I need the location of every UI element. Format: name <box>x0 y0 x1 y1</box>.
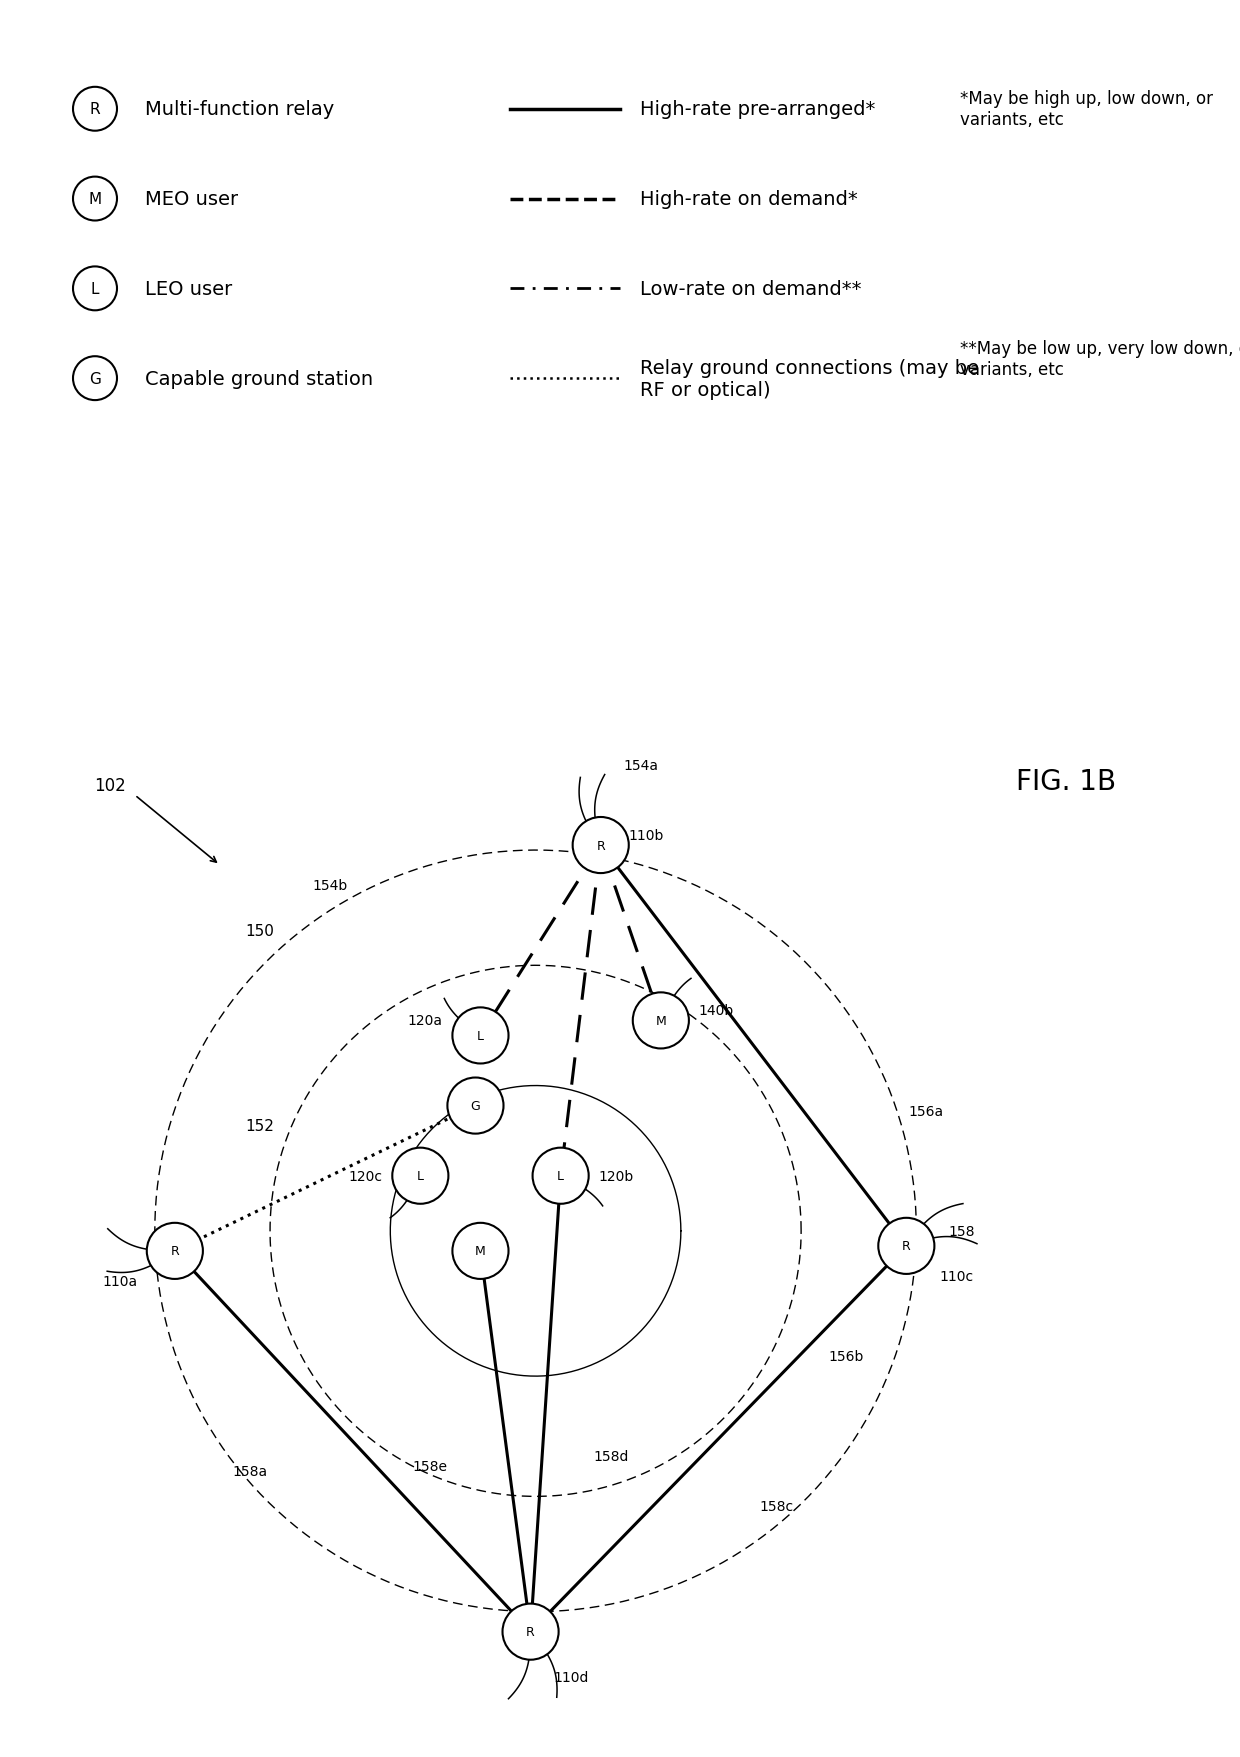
Text: R: R <box>526 1625 534 1638</box>
Circle shape <box>448 1077 503 1133</box>
Text: Capable ground station: Capable ground station <box>145 369 373 388</box>
Text: 110a: 110a <box>102 1274 138 1288</box>
Text: L: L <box>557 1170 564 1182</box>
Text: R: R <box>596 840 605 852</box>
Text: R: R <box>89 102 100 118</box>
Text: G: G <box>89 371 100 387</box>
Circle shape <box>146 1223 203 1279</box>
Text: Multi-function relay: Multi-function relay <box>145 100 335 119</box>
Text: R: R <box>901 1240 910 1253</box>
Text: LEO user: LEO user <box>145 279 232 299</box>
Circle shape <box>73 267 117 311</box>
Text: L: L <box>91 281 99 297</box>
Circle shape <box>502 1604 559 1660</box>
Text: M: M <box>88 192 102 207</box>
Text: 110d: 110d <box>553 1669 588 1683</box>
Circle shape <box>632 993 689 1049</box>
Text: 120b: 120b <box>598 1168 634 1182</box>
Text: 158a: 158a <box>232 1465 268 1478</box>
Text: M: M <box>475 1244 486 1258</box>
Circle shape <box>573 817 629 873</box>
Circle shape <box>73 357 117 401</box>
Text: 110b: 110b <box>629 829 663 843</box>
Text: 120c: 120c <box>348 1168 382 1182</box>
Text: 156b: 156b <box>828 1349 864 1363</box>
Text: 158c: 158c <box>759 1499 794 1513</box>
Text: Relay ground connections (may be
RF or optical): Relay ground connections (may be RF or o… <box>640 358 980 399</box>
Circle shape <box>73 88 117 132</box>
Text: 152: 152 <box>246 1119 274 1133</box>
Circle shape <box>532 1147 589 1204</box>
Circle shape <box>453 1223 508 1279</box>
Text: High-rate on demand*: High-rate on demand* <box>640 190 858 209</box>
Text: 154a: 154a <box>624 759 658 773</box>
Circle shape <box>878 1218 935 1274</box>
Text: R: R <box>170 1244 180 1258</box>
Text: Low-rate on demand**: Low-rate on demand** <box>640 279 862 299</box>
Text: L: L <box>417 1170 424 1182</box>
Text: 158e: 158e <box>413 1460 448 1474</box>
Text: MEO user: MEO user <box>145 190 238 209</box>
Text: 110c: 110c <box>940 1269 973 1283</box>
Circle shape <box>392 1147 449 1204</box>
Circle shape <box>453 1009 508 1065</box>
Text: 120a: 120a <box>408 1014 443 1028</box>
Text: 154b: 154b <box>312 878 347 893</box>
Text: 158d: 158d <box>593 1450 629 1464</box>
Text: M: M <box>656 1014 666 1028</box>
Text: High-rate pre-arranged*: High-rate pre-arranged* <box>640 100 875 119</box>
Circle shape <box>73 177 117 221</box>
Text: 158: 158 <box>949 1225 975 1239</box>
Text: G: G <box>471 1100 480 1112</box>
Text: L: L <box>477 1030 484 1042</box>
Text: *May be high up, low down, or
variants, etc: *May be high up, low down, or variants, … <box>960 90 1213 128</box>
Text: FIG. 1B: FIG. 1B <box>1017 768 1116 796</box>
Text: 140b: 140b <box>698 1003 734 1017</box>
Text: 150: 150 <box>246 922 274 938</box>
Text: 102: 102 <box>94 777 125 794</box>
Text: 156a: 156a <box>909 1103 944 1117</box>
Text: **May be low up, very low down, or
variants, etc: **May be low up, very low down, or varia… <box>960 339 1240 378</box>
